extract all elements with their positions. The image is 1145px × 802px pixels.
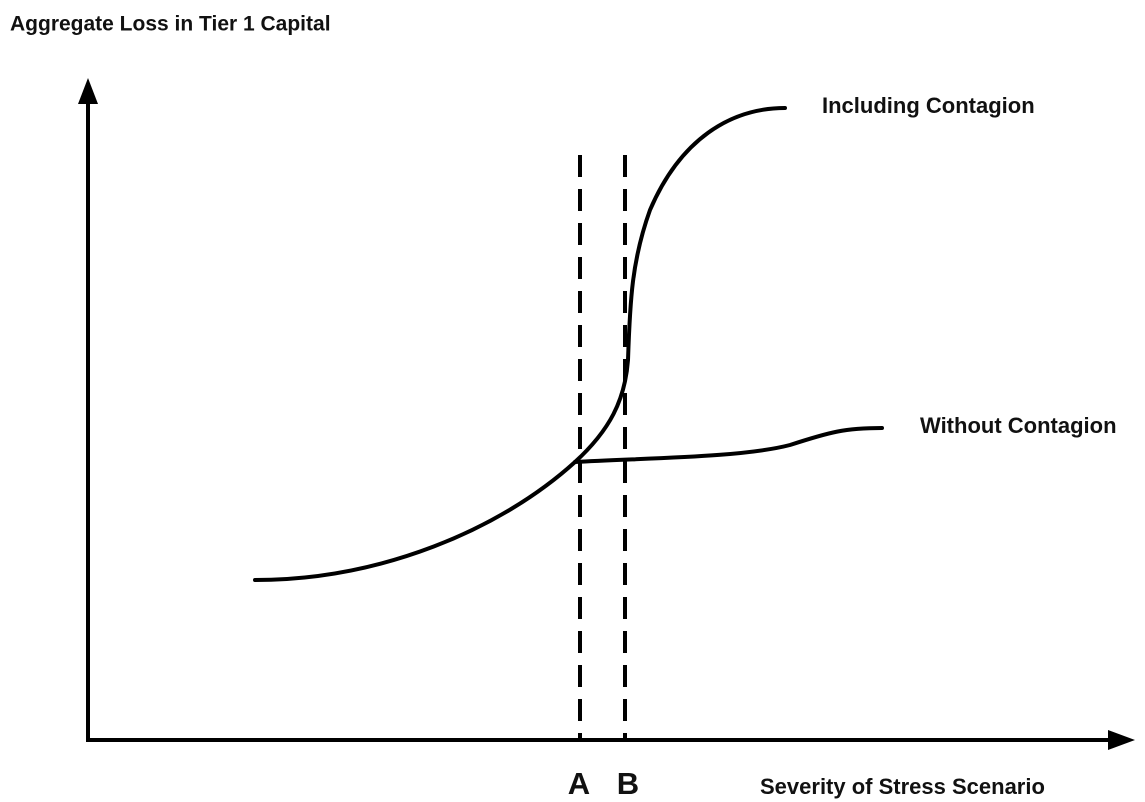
x-axis-label: Severity of Stress Scenario	[760, 774, 1045, 799]
marker-label: B	[617, 766, 639, 801]
x-axis-arrow	[1108, 730, 1135, 750]
marker-label: A	[568, 766, 590, 801]
title: Aggregate Loss in Tier 1 Capital	[10, 13, 331, 36]
y-axis-arrow	[78, 78, 98, 104]
including-contagion-curve	[253, 106, 787, 582]
curve-label: Without Contagion	[920, 413, 1117, 438]
curve-label: Including Contagion	[822, 93, 1035, 118]
without-contagion-curve	[573, 426, 884, 464]
